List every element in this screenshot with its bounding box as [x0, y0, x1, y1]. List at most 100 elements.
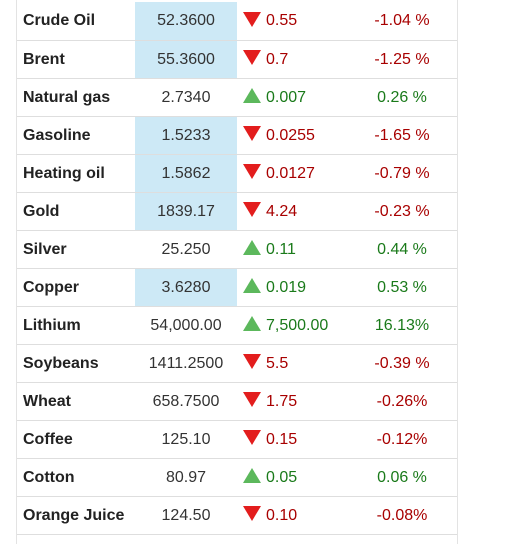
- change-value: 0.15: [266, 430, 298, 448]
- commodity-percent-change: 0.53 %: [347, 268, 457, 307]
- commodity-percent-change: -1.65 %: [347, 116, 457, 155]
- commodity-change: 1.75: [237, 382, 347, 421]
- commodity-row[interactable]: Coffee 125.10 0.15 -0.12%: [17, 420, 457, 459]
- commodity-percent-change: 0.44 %: [347, 230, 457, 269]
- commodity-name[interactable]: Copper: [17, 268, 135, 307]
- triangle-down-icon: [243, 163, 261, 179]
- commodity-price: 124.50: [135, 496, 237, 535]
- triangle-up-icon: [243, 87, 261, 103]
- triangle-up-icon: [243, 239, 261, 255]
- commodity-row[interactable]: Gold 1839.17 4.24 -0.23 %: [17, 192, 457, 231]
- commodity-percent-change: 0.06 %: [347, 458, 457, 497]
- commodity-row[interactable]: Heating oil 1.5862 0.0127 -0.79 %: [17, 154, 457, 193]
- commodity-name[interactable]: Gasoline: [17, 116, 135, 155]
- commodity-percent-change: 16.13%: [347, 306, 457, 345]
- change-value: 4.24: [266, 202, 298, 220]
- commodity-price: 80.97: [135, 458, 237, 497]
- triangle-down-icon: [243, 201, 261, 217]
- change-value: 7,500.00: [266, 316, 329, 334]
- commodity-percent-change: -0.26%: [347, 382, 457, 421]
- change-value: 0.019: [266, 278, 307, 296]
- change-value: 0.0255: [266, 126, 315, 144]
- triangle-down-icon: [243, 49, 261, 65]
- change-value: 0.55: [266, 12, 298, 30]
- commodity-name[interactable]: Crude Oil: [17, 2, 135, 41]
- commodity-price: 55.3600: [135, 40, 237, 79]
- triangle-down-icon: [243, 505, 261, 521]
- commodity-percent-change: -0.23 %: [347, 192, 457, 231]
- commodity-price: 658.7500: [135, 382, 237, 421]
- commodity-change: 0.007: [237, 78, 347, 117]
- commodity-price: 2.7340: [135, 78, 237, 117]
- commodity-change: 4.24: [237, 192, 347, 231]
- commodity-price: 1411.2500: [135, 344, 237, 383]
- triangle-up-icon: [243, 277, 261, 293]
- commodity-name[interactable]: Gold: [17, 192, 135, 231]
- change-value: 0.7: [266, 50, 289, 68]
- commodity-percent-change: -1.25 %: [347, 40, 457, 79]
- commodity-name[interactable]: Wheat: [17, 382, 135, 421]
- commodity-change: 5.5: [237, 344, 347, 383]
- commodity-row[interactable]: Silver 25.250 0.11 0.44 %: [17, 230, 457, 269]
- commodity-price: 54,000.00: [135, 306, 237, 345]
- commodity-change: 7,500.00: [237, 306, 347, 345]
- commodity-row[interactable]: Cotton 80.97 0.05 0.06 %: [17, 458, 457, 497]
- commodity-row[interactable]: Brent 55.3600 0.7 -1.25 %: [17, 40, 457, 79]
- commodity-percent-change: -0.08%: [347, 496, 457, 535]
- commodity-price: 25.250: [135, 230, 237, 269]
- commodity-price: 1.5862: [135, 154, 237, 193]
- change-value: 5.5: [266, 354, 289, 372]
- commodity-price: 52.3600: [135, 2, 237, 41]
- commodity-change: 0.15: [237, 420, 347, 459]
- triangle-down-icon: [243, 125, 261, 141]
- commodity-change: 0.11: [237, 230, 347, 269]
- commodity-percent-change: 0.26 %: [347, 78, 457, 117]
- commodity-row[interactable]: Orange Juice 124.50 0.10 -0.08%: [17, 496, 457, 535]
- change-value: 1.75: [266, 392, 298, 410]
- commodity-change: 0.10: [237, 496, 347, 535]
- commodity-percent-change: -1.04 %: [347, 2, 457, 41]
- commodities-table-body: Crude Oil 52.3600 0.55 -1.04 % Brent 55.3600 0…: [17, 2, 457, 535]
- triangle-down-icon: [243, 353, 261, 369]
- commodities-table: Crude Oil 52.3600 0.55 -1.04 % Brent 55.3600 0…: [17, 2, 457, 535]
- commodity-percent-change: -0.39 %: [347, 344, 457, 383]
- change-value: 0.007: [266, 88, 307, 106]
- commodity-price: 1839.17: [135, 192, 237, 231]
- commodity-row[interactable]: Soybeans 1411.2500 5.5 -0.39 %: [17, 344, 457, 383]
- triangle-down-icon: [243, 429, 261, 445]
- triangle-down-icon: [243, 391, 261, 407]
- change-value: 0.05: [266, 468, 298, 486]
- commodity-change: 0.55: [237, 2, 347, 41]
- commodities-panel: Crude Oil 52.3600 0.55 -1.04 % Brent 55.3600 0…: [16, 0, 458, 544]
- change-value: 0.0127: [266, 164, 315, 182]
- commodity-name[interactable]: Brent: [17, 40, 135, 79]
- commodity-percent-change: -0.12%: [347, 420, 457, 459]
- change-value: 0.11: [266, 240, 296, 258]
- commodity-percent-change: -0.79 %: [347, 154, 457, 193]
- commodity-row[interactable]: Lithium 54,000.00 7,500.00 16.13%: [17, 306, 457, 345]
- triangle-up-icon: [243, 315, 261, 331]
- commodity-row[interactable]: Crude Oil 52.3600 0.55 -1.04 %: [17, 2, 457, 41]
- commodity-name[interactable]: Silver: [17, 230, 135, 269]
- commodity-price: 125.10: [135, 420, 237, 459]
- triangle-up-icon: [243, 467, 261, 483]
- commodity-row[interactable]: Natural gas 2.7340 0.007 0.26 %: [17, 78, 457, 117]
- triangle-down-icon: [243, 11, 261, 27]
- change-value: 0.10: [266, 506, 298, 524]
- commodity-change: 0.019: [237, 268, 347, 307]
- commodity-change: 0.05: [237, 458, 347, 497]
- commodity-name[interactable]: Soybeans: [17, 344, 135, 383]
- commodity-change: 0.0127: [237, 154, 347, 193]
- commodity-name[interactable]: Lithium: [17, 306, 135, 345]
- commodity-name[interactable]: Heating oil: [17, 154, 135, 193]
- commodity-row[interactable]: Gasoline 1.5233 0.0255 -1.65 %: [17, 116, 457, 155]
- commodity-name[interactable]: Natural gas: [17, 78, 135, 117]
- commodity-row[interactable]: Copper 3.6280 0.019 0.53 %: [17, 268, 457, 307]
- commodity-name[interactable]: Cotton: [17, 458, 135, 497]
- commodity-change: 0.7: [237, 40, 347, 79]
- commodity-price: 3.6280: [135, 268, 237, 307]
- commodity-name[interactable]: Orange Juice: [17, 496, 135, 535]
- commodity-name[interactable]: Coffee: [17, 420, 135, 459]
- commodity-row[interactable]: Wheat 658.7500 1.75 -0.26%: [17, 382, 457, 421]
- commodity-price: 1.5233: [135, 116, 237, 155]
